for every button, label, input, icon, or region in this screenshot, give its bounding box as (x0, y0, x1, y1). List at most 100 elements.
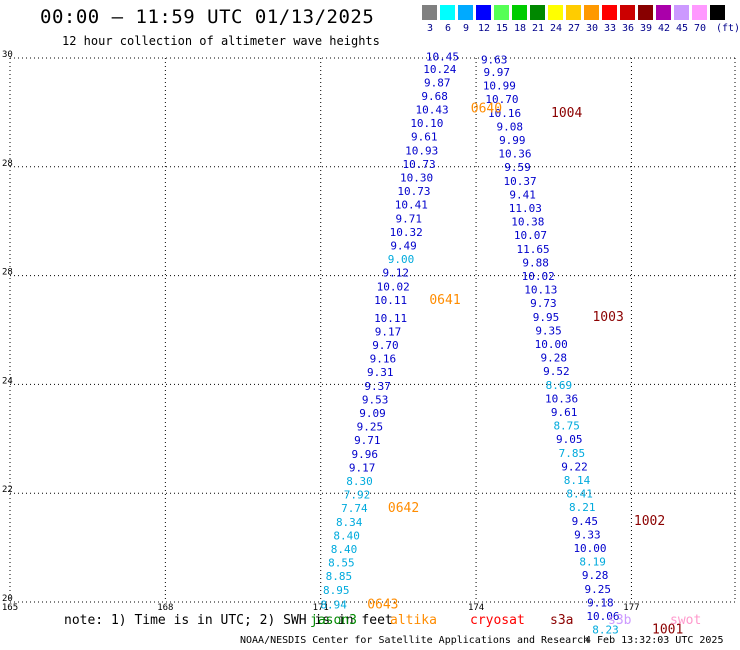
data-point-label: 8.14 (564, 474, 591, 487)
track-annotation: 1001 (652, 623, 683, 638)
legend-label: 45 (675, 23, 689, 34)
data-point-label: 7.85 (559, 447, 586, 460)
legend-label: 18 (513, 23, 527, 34)
legend-swatch (458, 5, 473, 20)
data-point-label: 10.07 (514, 229, 547, 242)
data-point-label: 9.73 (530, 297, 557, 310)
data-point-label: 9.00 (388, 253, 415, 266)
legend-swatch (638, 5, 653, 20)
data-point-label: 10.45 (426, 51, 459, 64)
data-point-label: 9.31 (367, 366, 394, 379)
x-tick-label: 168 (157, 603, 173, 613)
legend-label: 27 (567, 23, 581, 34)
data-point-label: 8.75 (553, 420, 580, 433)
legend-label: 12 (477, 23, 491, 34)
data-point-label: 9.28 (582, 569, 609, 582)
legend-swatch (602, 5, 617, 20)
legend-label: 15 (495, 23, 509, 34)
data-point-label: 8.69 (546, 379, 573, 392)
data-point-label: 9.61 (551, 406, 578, 419)
track-annotation: 1003 (592, 310, 623, 325)
data-point-label: 10.93 (405, 144, 438, 157)
data-point-label: 10.43 (415, 103, 448, 116)
legend-swatch (692, 5, 707, 20)
satellite-label-cryosat: cryosat (470, 613, 525, 628)
data-point-label: 8.40 (331, 543, 358, 556)
legend-label: 33 (603, 23, 617, 34)
data-point-label: 10.73 (397, 185, 430, 198)
data-point-label: 10.41 (395, 199, 428, 212)
data-point-label: 9.53 (362, 393, 389, 406)
data-point-label: 9.88 (522, 256, 549, 269)
data-point-label: 9.71 (396, 212, 423, 225)
data-point-label: 9.70 (372, 339, 399, 352)
source-credit: NOAA/NESDIS Center for Satellite Applica… (240, 635, 590, 646)
data-point-label: 10.38 (511, 216, 544, 229)
legend-swatch (656, 5, 671, 20)
data-point-label: 11.65 (516, 243, 549, 256)
satellite-label-s3a: s3a (550, 613, 574, 628)
y-tick-label: 28 (2, 268, 13, 278)
data-point-label: 10.00 (535, 338, 568, 351)
satellite-label-jason3: jason3 (310, 613, 357, 628)
data-point-label: 9.35 (535, 324, 562, 337)
data-point-label: 10.13 (524, 284, 557, 297)
data-point-label: 10.30 (400, 171, 433, 184)
data-point-label: 10.36 (498, 148, 531, 161)
page-title: 00:00 — 11:59 UTC 01/13/2025 (40, 6, 375, 28)
legend-label: 36 (621, 23, 635, 34)
x-tick-label: 171 (313, 603, 329, 613)
legend-swatch (710, 5, 725, 20)
legend-unit: (ft) (716, 23, 740, 34)
legend-label: 6 (444, 23, 452, 34)
satellite-label-swot: swot (670, 613, 702, 628)
data-point-label: 9.49 (390, 239, 417, 252)
data-point-label: 10.36 (545, 392, 578, 405)
legend-swatch (494, 5, 509, 20)
data-point-label: 8.34 (336, 516, 363, 529)
legend-label: 24 (549, 23, 563, 34)
legend-label: 30 (585, 23, 599, 34)
data-point-label: 9.17 (349, 461, 376, 474)
data-point-label: 8.40 (333, 529, 360, 542)
data-point-label: 10.11 (374, 294, 407, 307)
data-point-label: 9.97 (484, 66, 511, 79)
data-point-label: 10.99 (483, 80, 516, 93)
data-point-label: 9.25 (357, 421, 384, 434)
legend-swatch (674, 5, 689, 20)
legend-swatch (584, 5, 599, 20)
data-point-label: 9.05 (556, 433, 583, 446)
data-point-label: 9.59 (504, 161, 531, 174)
data-point-label: 7.74 (341, 502, 368, 515)
data-point-label: 9.17 (375, 325, 402, 338)
data-point-label: 9.45 (572, 515, 599, 528)
data-point-label: 8.41 (566, 488, 593, 501)
legend-swatch (620, 5, 635, 20)
x-tick-label: 177 (623, 603, 639, 613)
footnote: note: 1) Time is in UTC; 2) SWH is in fe… (64, 613, 393, 628)
data-point-label: 8.21 (569, 501, 596, 514)
data-point-label: 8.19 (579, 556, 606, 569)
data-point-label: 8.85 (326, 570, 353, 583)
y-tick-label: 24 (2, 376, 13, 386)
legend-label: 39 (639, 23, 653, 34)
data-point-label: 10.73 (403, 158, 436, 171)
data-point-label: 7.92 (344, 489, 371, 502)
data-point-label: 8.30 (346, 475, 373, 488)
data-point-label: 9.61 (411, 131, 438, 144)
data-point-label: 10.16 (488, 107, 521, 120)
generated-timestamp: 4 Feb 13:32:03 UTC 2025 (585, 635, 724, 646)
data-point-label: 8.95 (323, 584, 350, 597)
track-annotation: 0643 (367, 598, 398, 613)
legend-label: 42 (657, 23, 671, 34)
legend-swatch (530, 5, 545, 20)
y-tick-label: 22 (2, 485, 13, 495)
data-point-label: 9.16 (370, 353, 397, 366)
x-tick-label: 174 (468, 603, 484, 613)
legend-label: 70 (693, 23, 707, 34)
track-annotation: 0641 (429, 293, 460, 308)
legend-swatch (512, 5, 527, 20)
page-subtitle: 12 hour collection of altimeter wave hei… (62, 34, 380, 48)
data-point-label: 9.52 (543, 365, 570, 378)
